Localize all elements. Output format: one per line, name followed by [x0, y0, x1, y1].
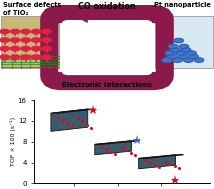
Text: Electronic interactions: Electronic interactions — [62, 82, 152, 88]
Circle shape — [178, 54, 188, 59]
Text: Pt nanoparticle: Pt nanoparticle — [154, 2, 211, 8]
Circle shape — [42, 29, 51, 34]
Circle shape — [42, 55, 51, 59]
Circle shape — [184, 58, 193, 62]
Circle shape — [10, 29, 20, 34]
Polygon shape — [95, 141, 132, 155]
Circle shape — [31, 38, 41, 42]
Circle shape — [21, 29, 30, 34]
Circle shape — [10, 38, 20, 42]
Text: Surface defects
of TiO₂: Surface defects of TiO₂ — [3, 2, 62, 15]
Circle shape — [10, 55, 20, 59]
Circle shape — [176, 51, 186, 55]
Circle shape — [21, 38, 30, 42]
Circle shape — [189, 54, 198, 59]
Polygon shape — [51, 109, 96, 113]
Text: CO oxidation: CO oxidation — [78, 2, 136, 11]
Circle shape — [10, 46, 20, 51]
Circle shape — [0, 46, 9, 51]
Circle shape — [169, 44, 178, 49]
Circle shape — [31, 55, 41, 59]
Circle shape — [171, 48, 180, 52]
Circle shape — [173, 58, 182, 62]
Circle shape — [168, 54, 177, 59]
Polygon shape — [139, 155, 183, 158]
FancyBboxPatch shape — [155, 16, 213, 68]
Circle shape — [0, 38, 9, 42]
Circle shape — [0, 29, 9, 34]
Circle shape — [162, 58, 172, 62]
Polygon shape — [95, 141, 140, 144]
Circle shape — [194, 58, 204, 62]
Circle shape — [42, 46, 51, 51]
FancyBboxPatch shape — [62, 20, 152, 75]
Polygon shape — [139, 155, 175, 169]
Circle shape — [42, 38, 51, 42]
Polygon shape — [51, 109, 88, 131]
Circle shape — [181, 48, 191, 52]
Circle shape — [187, 51, 196, 55]
Y-axis label: TOF × 100 (s⁻¹): TOF × 100 (s⁻¹) — [10, 117, 16, 166]
Circle shape — [0, 55, 9, 59]
Circle shape — [31, 46, 41, 51]
Circle shape — [179, 44, 189, 49]
Circle shape — [174, 38, 183, 43]
Circle shape — [21, 55, 30, 59]
Circle shape — [165, 51, 175, 55]
Circle shape — [21, 46, 30, 51]
FancyBboxPatch shape — [1, 16, 59, 68]
Circle shape — [31, 29, 41, 34]
